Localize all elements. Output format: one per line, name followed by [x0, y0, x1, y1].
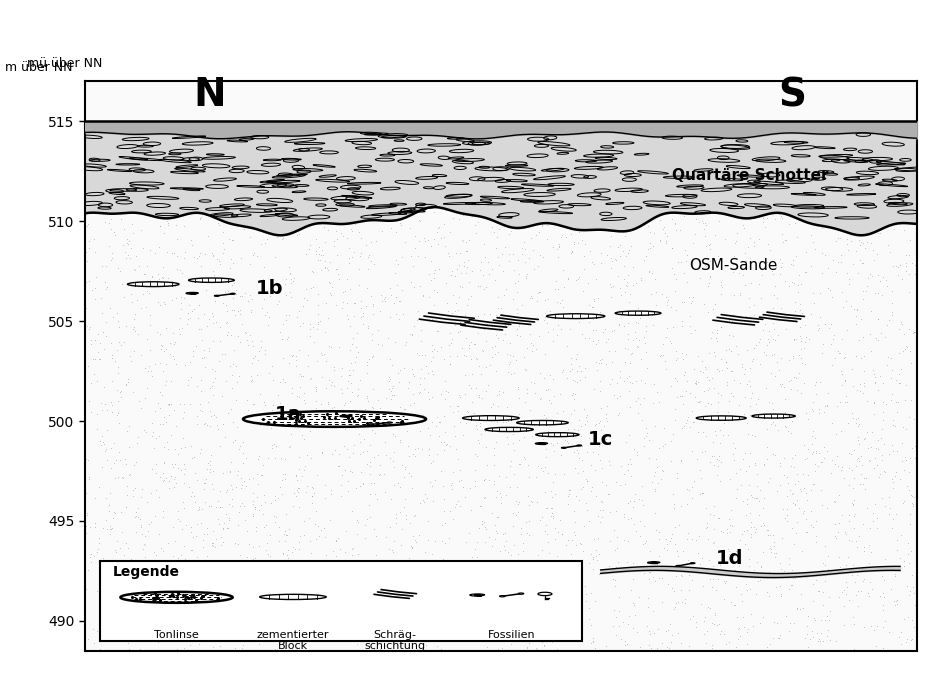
- Ellipse shape: [751, 414, 795, 418]
- Circle shape: [675, 565, 680, 567]
- Text: S: S: [777, 77, 805, 115]
- Circle shape: [214, 295, 219, 296]
- Ellipse shape: [535, 433, 579, 437]
- Ellipse shape: [615, 311, 660, 315]
- Text: mü über NN: mü über NN: [26, 57, 102, 70]
- Text: m über NN: m über NN: [5, 61, 72, 74]
- Ellipse shape: [127, 282, 178, 287]
- Ellipse shape: [696, 416, 746, 420]
- Text: Schräg-
schichtung: Schräg- schichtung: [364, 630, 426, 652]
- Circle shape: [368, 424, 373, 425]
- Ellipse shape: [189, 278, 234, 283]
- Text: 1b: 1b: [255, 279, 283, 298]
- Circle shape: [576, 445, 582, 446]
- Bar: [100, 561, 582, 641]
- Text: 1d: 1d: [715, 549, 742, 568]
- Circle shape: [499, 595, 505, 597]
- Text: N: N: [194, 77, 226, 115]
- Text: zementierter
Block: zementierter Block: [257, 630, 329, 652]
- Text: Quartäre Schotter: Quartäre Schotter: [671, 167, 828, 183]
- Ellipse shape: [463, 416, 518, 420]
- Ellipse shape: [260, 595, 326, 599]
- Circle shape: [230, 293, 235, 294]
- Text: Legende: Legende: [112, 565, 179, 579]
- Circle shape: [561, 447, 565, 448]
- Text: Fossilien: Fossilien: [487, 630, 535, 640]
- Circle shape: [689, 563, 695, 564]
- Circle shape: [517, 593, 523, 595]
- Text: 1a: 1a: [275, 405, 301, 424]
- Ellipse shape: [120, 592, 232, 603]
- Text: OSM-Sande: OSM-Sande: [689, 258, 777, 273]
- Circle shape: [386, 422, 392, 423]
- Ellipse shape: [484, 427, 532, 432]
- Text: Tonlinse: Tonlinse: [154, 630, 198, 640]
- Ellipse shape: [546, 314, 604, 319]
- Ellipse shape: [243, 412, 426, 427]
- Ellipse shape: [516, 420, 567, 425]
- Text: 1c: 1c: [587, 430, 613, 449]
